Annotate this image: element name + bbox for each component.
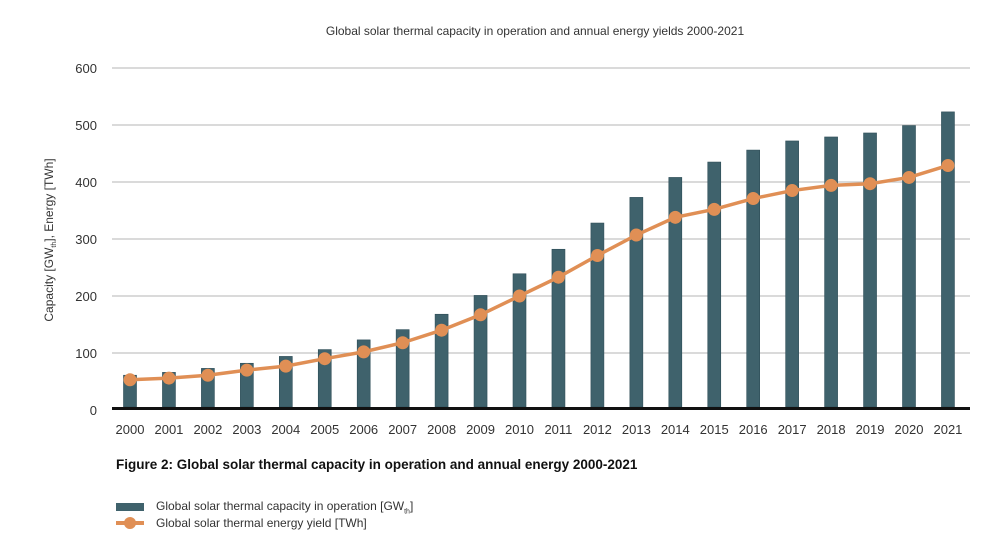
legend-label-capacity: Global solar thermal capacity in operati… [156,498,414,516]
x-tick-label: 2007 [388,422,417,437]
x-tick-label: 2015 [700,422,729,437]
energy-point-2004 [279,359,293,373]
x-tick-label: 2010 [505,422,534,437]
y-tick-label: 0 [90,403,97,418]
legend-item-energy: Global solar thermal energy yield [TWh] [116,515,413,531]
legend-item-capacity: Global solar thermal capacity in operati… [116,499,413,515]
x-tick-label: 2019 [856,422,885,437]
energy-point-2017 [785,184,799,198]
figure-caption: Figure 2: Global solar thermal capacity … [116,457,638,472]
x-tick-label: 2011 [544,422,572,437]
energy-point-2002 [201,368,215,382]
legend-swatch-bar [116,503,144,511]
energy-point-2021 [941,158,955,172]
energy-point-2019 [863,177,877,191]
bar-2019 [863,132,877,408]
energy-line [129,163,949,382]
energy-point-2008 [435,323,449,337]
y-tick-label: 300 [75,232,97,247]
bar-2015 [707,161,722,408]
y-tick-label: 100 [75,346,97,361]
energy-point-2010 [513,289,526,303]
bar-2018 [824,136,838,408]
energy-point-2005 [318,352,332,366]
x-tick-label: 2021 [933,422,962,437]
y-tick-label: 200 [75,289,97,304]
energy-point-2018 [824,178,838,192]
legend-label-energy: Global solar thermal energy yield [TWh] [156,516,367,530]
x-tick-label: 2004 [271,422,300,437]
x-tick-label: 2017 [778,422,807,437]
x-tick-label: 2020 [895,422,924,437]
energy-point-2011 [551,270,565,284]
x-axis-line [112,407,970,410]
x-tick-label: 2008 [427,422,456,437]
energy-point-2003 [240,363,254,377]
y-axis-label: Capacity [GWth], Energy [TWh] [42,158,58,321]
x-tick-label: 2006 [349,422,378,437]
x-tick-label: 2018 [817,422,846,437]
x-tick-label: 2000 [116,422,145,437]
chart-title: Global solar thermal capacity in operati… [326,24,745,38]
energy-point-2006 [357,345,371,359]
x-tick-label: 2003 [232,422,261,437]
bar-2021 [941,111,955,408]
bar-2020 [902,125,916,408]
bar-2017 [785,140,799,408]
energy-point-2016 [746,192,760,206]
x-tick-label: 2001 [154,422,183,437]
chart: Global solar thermal capacity in operati… [42,24,970,437]
energy-point-2015 [707,202,721,216]
x-tick-label: 2013 [622,422,651,437]
energy-point-2009 [474,308,488,322]
energy-point-2014 [668,210,682,224]
legend-swatch-line [116,517,144,529]
x-tick-label: 2009 [466,422,495,437]
energy-point-2012 [590,249,604,263]
energy-point-2020 [902,170,916,184]
energy-point-2007 [396,336,410,350]
legend: Global solar thermal capacity in operati… [116,499,413,531]
y-tick-label: 500 [75,118,97,133]
x-tick-label: 2002 [193,422,222,437]
x-tick-label: 2014 [661,422,690,437]
x-tick-label: 2016 [739,422,768,437]
x-tick-label: 2012 [583,422,612,437]
energy-point-2013 [629,228,643,242]
energy-point-2001 [162,371,176,385]
y-tick-label: 400 [75,175,97,190]
energy-point-2000 [123,373,137,387]
bar-2016 [746,149,761,408]
y-tick-label: 600 [75,61,97,76]
x-tick-label: 2005 [310,422,339,437]
